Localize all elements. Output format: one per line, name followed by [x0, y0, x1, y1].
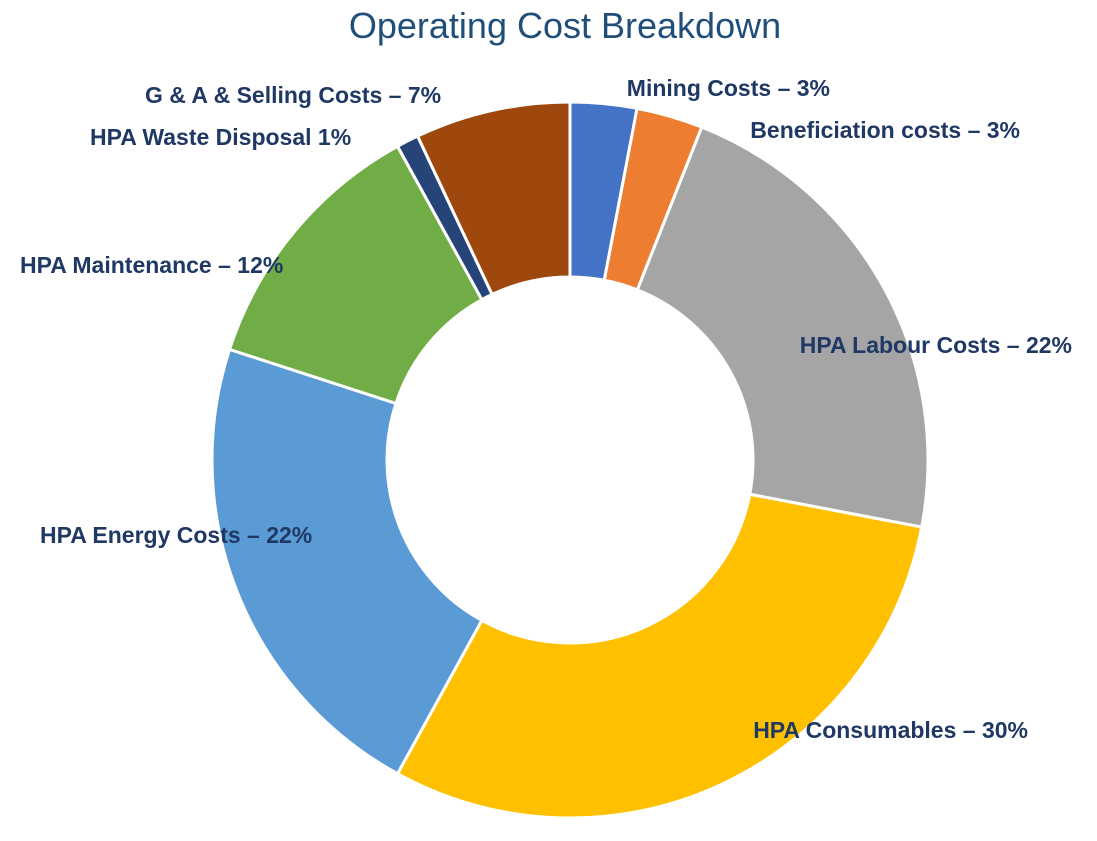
wedge — [210, 347, 484, 776]
wedges — [210, 100, 930, 820]
data-label: HPA Maintenance – 12% — [20, 252, 283, 278]
wedge — [415, 100, 572, 297]
data-label: HPA Labour Costs – 22% — [800, 332, 1072, 358]
data-label: HPA Energy Costs – 22% — [40, 522, 312, 548]
wedge — [227, 144, 484, 406]
wedge — [395, 492, 924, 820]
chart-title: Operating Cost Breakdown — [349, 5, 781, 46]
wedge — [635, 125, 930, 529]
data-label: Beneficiation costs – 3% — [750, 117, 1020, 143]
data-label: HPA Consumables – 30% — [753, 717, 1028, 743]
labels: Mining Costs – 3% Beneficiation costs – 3… — [20, 75, 1072, 743]
data-label: HPA Waste Disposal 1% — [90, 124, 351, 150]
data-label: Mining Costs – 3% — [627, 75, 830, 101]
data-label: G & A & Selling Costs – 7% — [145, 82, 441, 108]
